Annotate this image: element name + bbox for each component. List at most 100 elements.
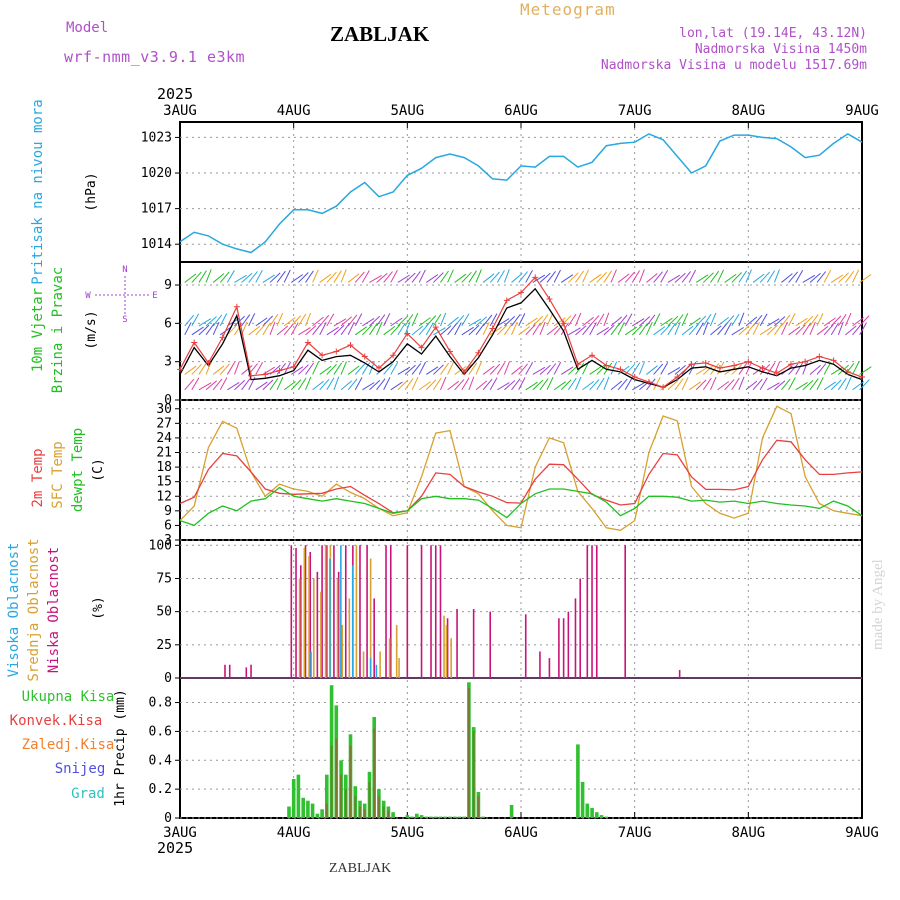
wind-barb — [319, 365, 332, 375]
wind-barb — [710, 362, 720, 375]
bottom-date-label: 6AUG — [504, 825, 538, 841]
wind-barb — [312, 380, 324, 391]
wind-barb — [461, 313, 470, 327]
wind-barb — [759, 271, 770, 283]
model-altitude-text: Nadmorska Visina u modelu 1517.69m — [600, 58, 867, 73]
wind-barb — [525, 381, 538, 391]
wind-barb — [518, 271, 528, 283]
wind-barb — [809, 378, 819, 391]
wind-barb — [205, 269, 212, 283]
wind-barb — [426, 366, 439, 375]
precip-y-tick-label: 0.8 — [149, 696, 172, 711]
wind-barb — [781, 314, 791, 327]
wind-gust-marker — [560, 320, 567, 327]
precip-total-bar — [320, 809, 324, 818]
wind-barb — [632, 382, 645, 391]
wind-barb — [354, 377, 363, 391]
bottom-date-label: 4AUG — [277, 825, 311, 841]
wind-barb — [837, 378, 847, 391]
wind-barb — [305, 376, 312, 390]
wind-barb — [795, 270, 804, 283]
wind-barb — [646, 273, 658, 283]
wind-barb — [631, 324, 643, 336]
wind-y-tick-label: 9 — [164, 278, 172, 293]
wind-barb — [617, 273, 630, 283]
precip-total-bar — [457, 816, 462, 818]
wind-barb — [589, 379, 600, 391]
wind-barb — [347, 365, 360, 375]
wind-barb — [234, 274, 247, 283]
temp-dewpt-ylabel: dewpt Temp — [70, 428, 86, 512]
pressure-y-tick-label: 1023 — [141, 130, 172, 145]
wind-barb — [816, 313, 824, 327]
wind-barb — [447, 316, 459, 327]
wind-barb — [248, 271, 258, 283]
wind-barb — [617, 365, 630, 375]
wind-barb — [852, 317, 865, 327]
wind-gust-marker — [390, 352, 397, 359]
bottom-date-label: 5AUG — [390, 825, 424, 841]
bottom-year-label: 2025 — [157, 839, 193, 857]
wind-barb — [489, 271, 500, 283]
wind-barb — [781, 273, 793, 283]
wind-barb — [447, 380, 460, 391]
wind-barb — [283, 323, 294, 336]
wind-barb — [539, 378, 549, 391]
wind-barb — [603, 312, 610, 327]
precip-total-bar — [604, 816, 609, 818]
wind-barb — [546, 363, 557, 375]
wind-barb — [738, 312, 745, 327]
wind-barb — [724, 379, 735, 391]
wind-barb — [653, 271, 663, 283]
wind-barb — [376, 378, 386, 391]
wind-barb — [553, 317, 566, 327]
wind-barb — [319, 322, 327, 336]
wind-barb — [376, 321, 383, 336]
wind-barb — [219, 377, 228, 391]
wind-barb — [702, 377, 712, 391]
wind-barb — [205, 361, 212, 375]
wind-barb — [347, 378, 358, 391]
wind-y-tick-label: 0 — [164, 393, 172, 408]
wind-barb — [433, 272, 444, 283]
wind-barb — [269, 272, 281, 283]
bottom-station-label: ZABLJAK — [329, 861, 392, 876]
wind-barb — [305, 270, 314, 283]
wind-barb — [503, 361, 511, 375]
temperature-y-tick-label: 6 — [164, 518, 172, 533]
wind-gust-marker — [546, 296, 553, 303]
wind-barb — [631, 362, 641, 375]
precip-total-bar — [462, 816, 466, 818]
wind-barb — [646, 365, 658, 375]
wind-barb — [347, 314, 358, 327]
compass-east-label: E — [152, 291, 157, 301]
wind-barb — [532, 379, 544, 391]
wind-gust-marker — [816, 353, 823, 360]
wind-barb — [844, 312, 852, 327]
wind-barb — [660, 324, 671, 336]
wind-barb — [844, 376, 852, 390]
wind-barb — [845, 325, 857, 336]
wind-barb — [333, 318, 347, 327]
wind-barb — [354, 363, 365, 375]
wind-barb — [461, 271, 472, 283]
wind-barb — [816, 325, 829, 336]
wind-barb — [369, 274, 382, 283]
wind-gust-marker — [617, 366, 624, 373]
wind-barb — [710, 325, 722, 336]
wind-barb — [802, 361, 809, 375]
wind-barb — [283, 269, 291, 283]
precip-convective-bar — [382, 806, 385, 818]
wind-barb — [518, 313, 526, 327]
wind-barb — [518, 363, 529, 375]
wind-barb — [511, 321, 518, 336]
wind-barb — [511, 273, 523, 283]
bottom-date-label: 3AUG — [163, 825, 197, 841]
wind-barb — [582, 316, 594, 327]
wind-barb — [234, 379, 246, 391]
wind-barb — [212, 321, 220, 336]
wind-barb — [219, 313, 228, 327]
wind-barb — [205, 316, 217, 327]
wind-barb — [695, 274, 709, 283]
made-by-watermark: made by Angel — [870, 559, 886, 650]
